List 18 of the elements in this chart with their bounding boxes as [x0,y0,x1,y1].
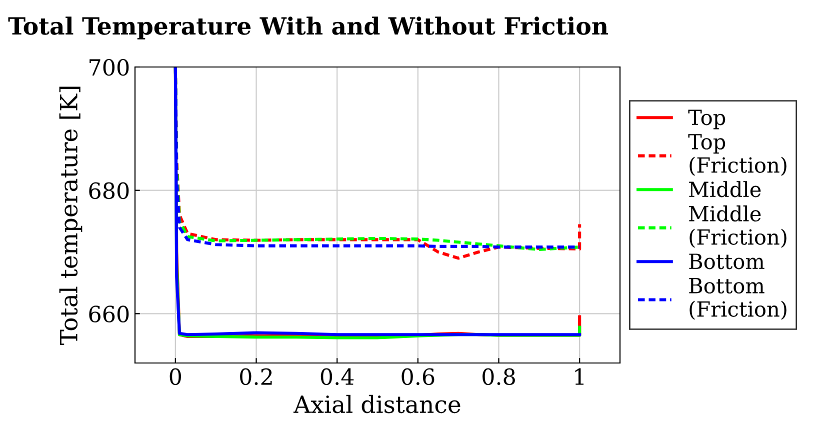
legend-label: Middle (Friction) [689,205,786,248]
legend-label: Bottom [689,254,764,270]
chart-title: Total Temperature With and Without Friction [8,16,608,40]
legend-label: Top (Friction) [688,134,786,176]
x-tick-label: 0.8 [482,368,515,386]
y-tick-label: 660 [89,306,129,322]
legend-label: Middle [689,181,761,198]
x-tick-label: 0.6 [402,368,434,386]
y-axis-title: Total temperature [K] [59,86,82,346]
y-tick-label: 700 [90,58,129,76]
legend-label: Bottom (Friction) [689,278,786,320]
x-tick-label: 0 [170,368,182,386]
x-tick-label: 1 [575,368,584,385]
y-tick-label: 680 [89,182,129,200]
x-tick-label: 0.2 [240,368,272,386]
x-axis-title: Axial distance [293,394,460,414]
x-tick-label: 0.4 [320,368,354,386]
legend-label: Top [688,110,726,130]
